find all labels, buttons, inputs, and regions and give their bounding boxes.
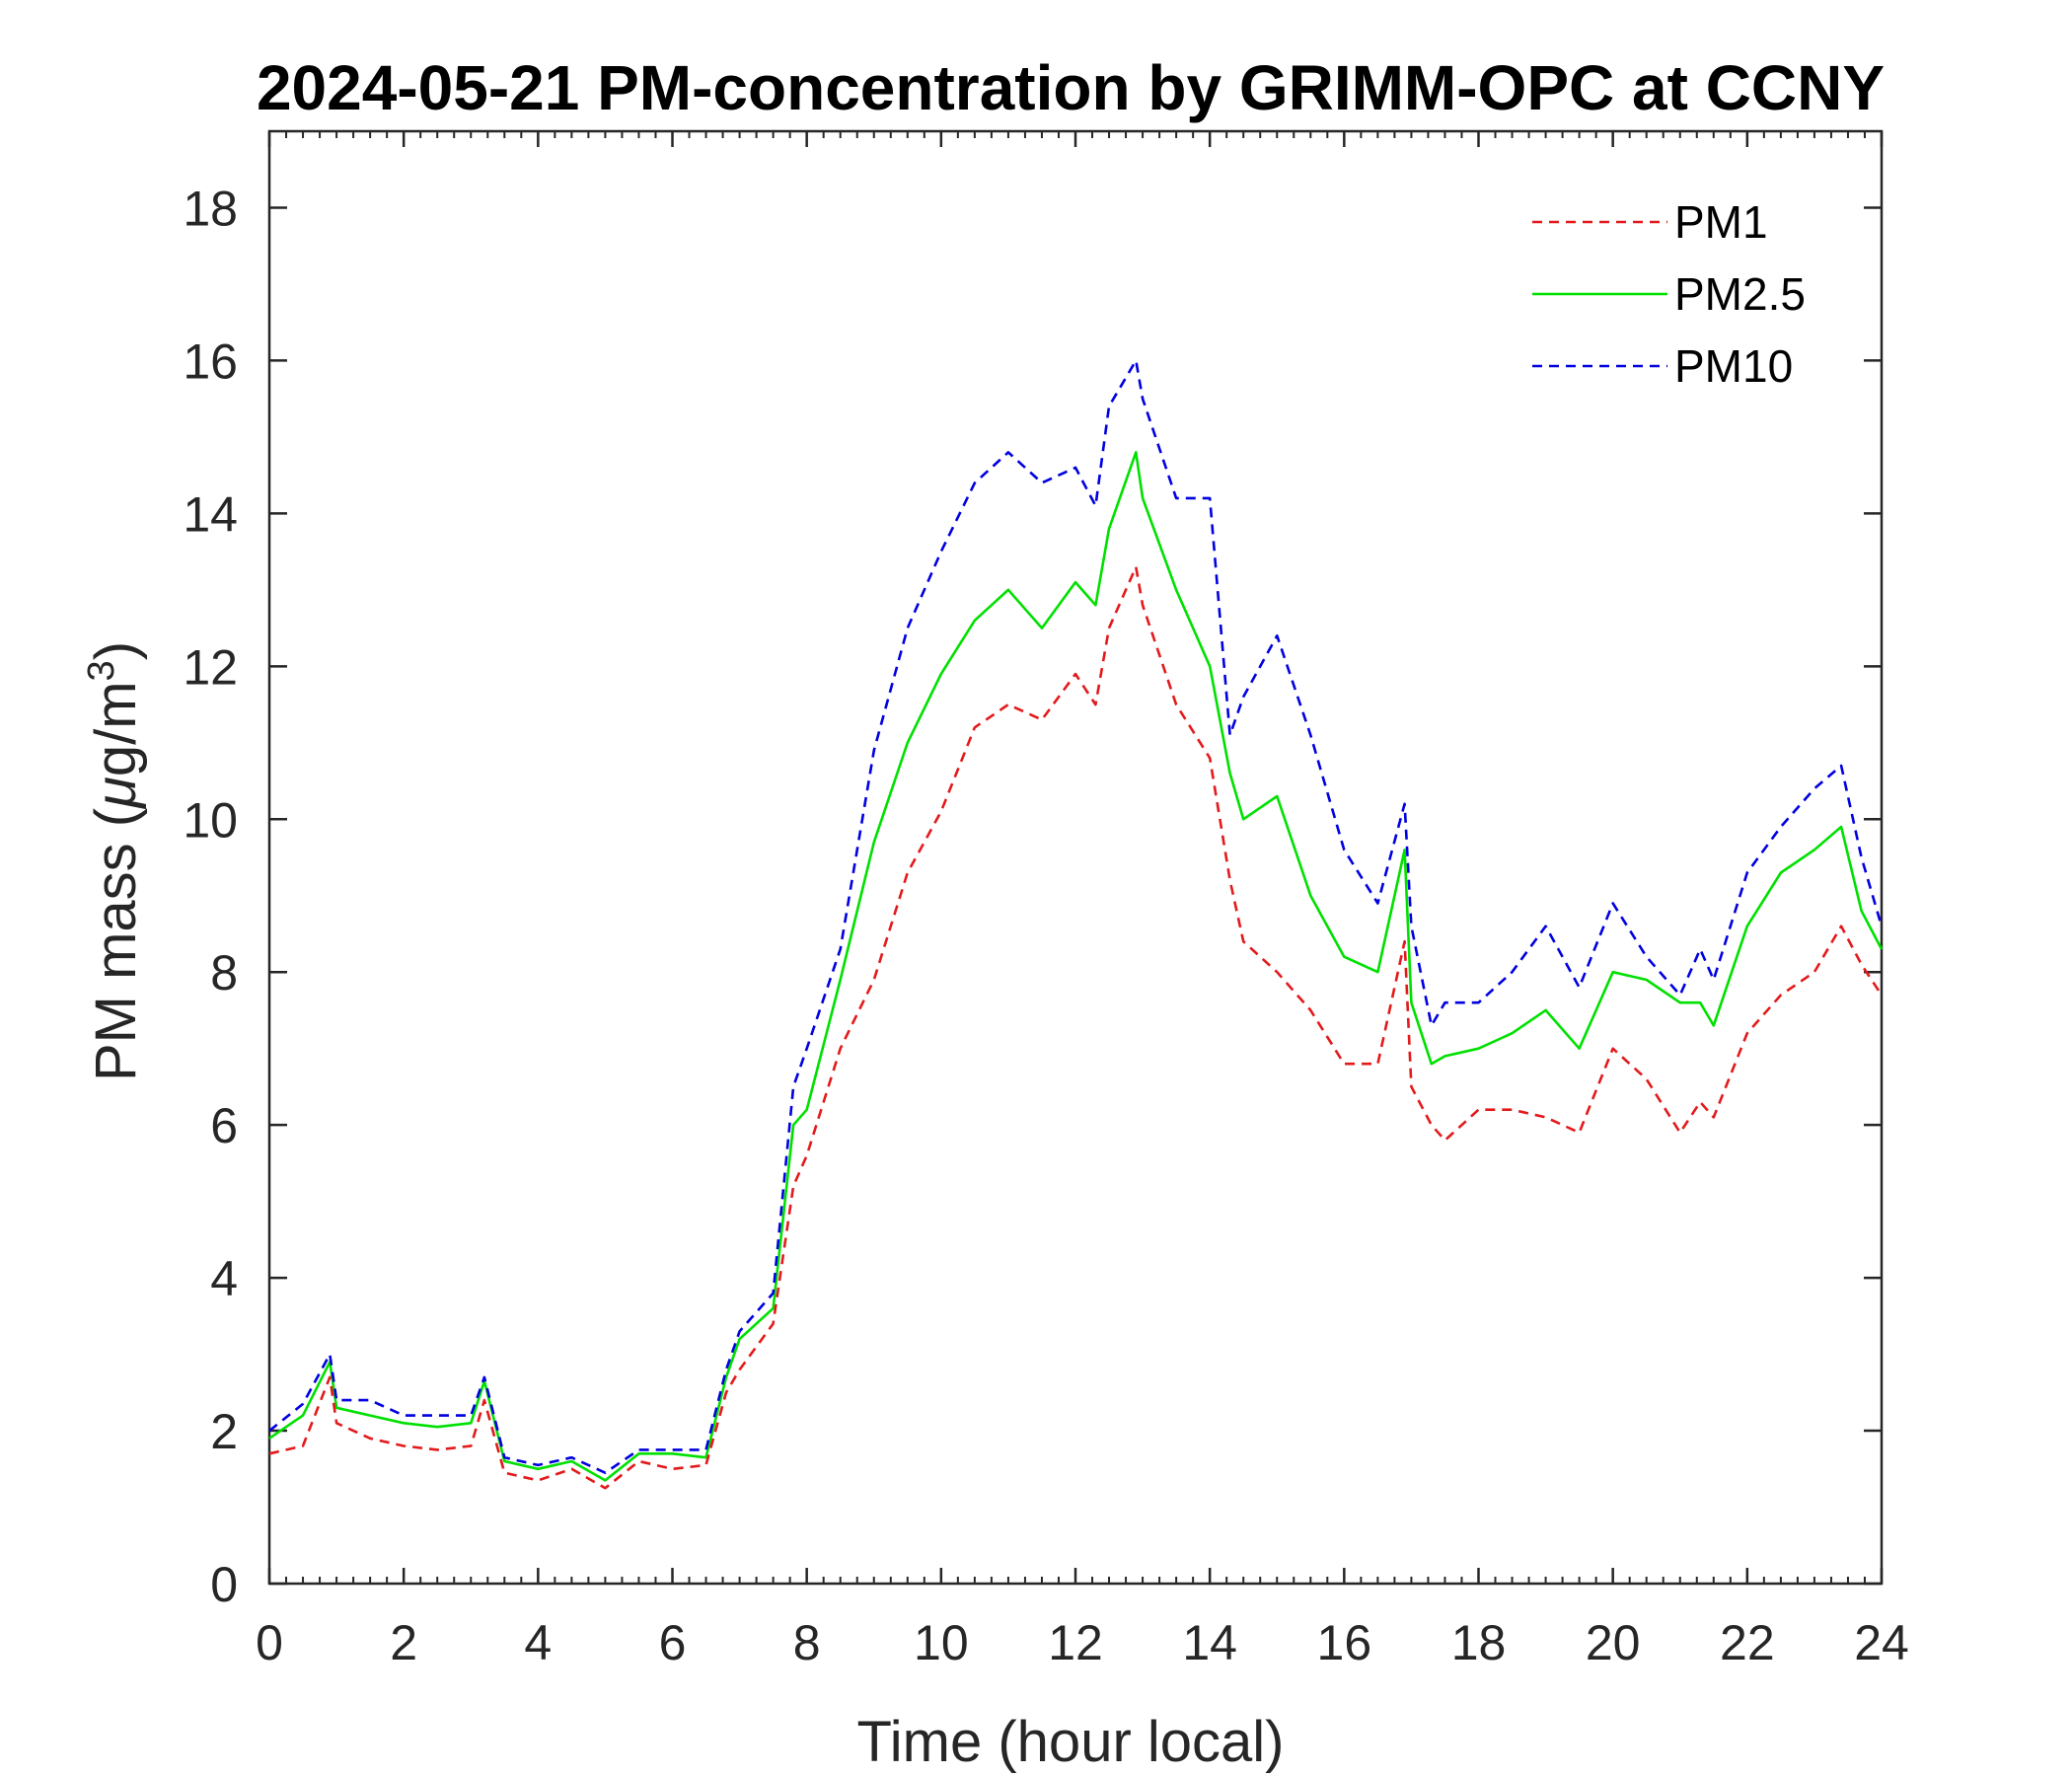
series-lines (268, 359, 1884, 1490)
x-tick-label: 10 (914, 1615, 969, 1670)
x-tick-label: 22 (1720, 1615, 1775, 1670)
y-tick-label: 12 (183, 639, 238, 695)
y-tick-label: 16 (183, 333, 238, 389)
y-tick-label: 2 (210, 1404, 238, 1459)
x-tick-label: 8 (793, 1615, 821, 1670)
y-tick-labels: 0 2 4 6 8 10 12 14 16 18 (183, 181, 238, 1612)
axes-box (267, 129, 1884, 1586)
legend-label-pm1: PM1 (1674, 196, 1768, 248)
x-tick-label: 24 (1854, 1615, 1909, 1670)
x-tick-label: 14 (1182, 1615, 1237, 1670)
x-tick-label: 0 (256, 1615, 283, 1670)
x-axis-label: Time (hour local) (857, 1710, 1285, 1774)
minor-ticks (285, 131, 1866, 1584)
x-tick-label: 18 (1451, 1615, 1507, 1670)
chart-title: 2024-05-21 PM-concentration by GRIMM-OPC… (257, 52, 1885, 123)
major-ticks (267, 131, 1884, 1586)
y-tick-label: 14 (183, 486, 238, 542)
x-tick-label: 6 (659, 1615, 687, 1670)
y-tick-label: 6 (210, 1098, 238, 1153)
series-line-pm10 (268, 359, 1884, 1474)
x-tick-label: 12 (1048, 1615, 1103, 1670)
y-axis-label: PM mass (μg/m3) (81, 641, 148, 1081)
series-line-pm25 (268, 451, 1884, 1482)
plot-area (267, 129, 1884, 1586)
y-tick-label: 4 (210, 1251, 238, 1306)
x-tick-label: 16 (1317, 1615, 1372, 1670)
legend-label-pm10: PM10 (1674, 340, 1793, 392)
y-tick-label: 8 (210, 945, 238, 1000)
legend: PM1 PM2.5 PM10 (1532, 196, 1806, 392)
y-tick-label: 18 (183, 181, 238, 236)
y-tick-label: 10 (183, 792, 238, 848)
x-tick-label: 20 (1586, 1615, 1641, 1670)
legend-label-pm25: PM2.5 (1674, 268, 1806, 320)
y-tick-label: 0 (210, 1557, 238, 1612)
x-tick-labels: 0 2 4 6 8 10 12 14 16 18 20 22 24 (256, 1615, 1909, 1670)
x-tick-label: 2 (390, 1615, 417, 1670)
x-tick-label: 4 (524, 1615, 552, 1670)
series-line-pm1 (268, 565, 1884, 1490)
